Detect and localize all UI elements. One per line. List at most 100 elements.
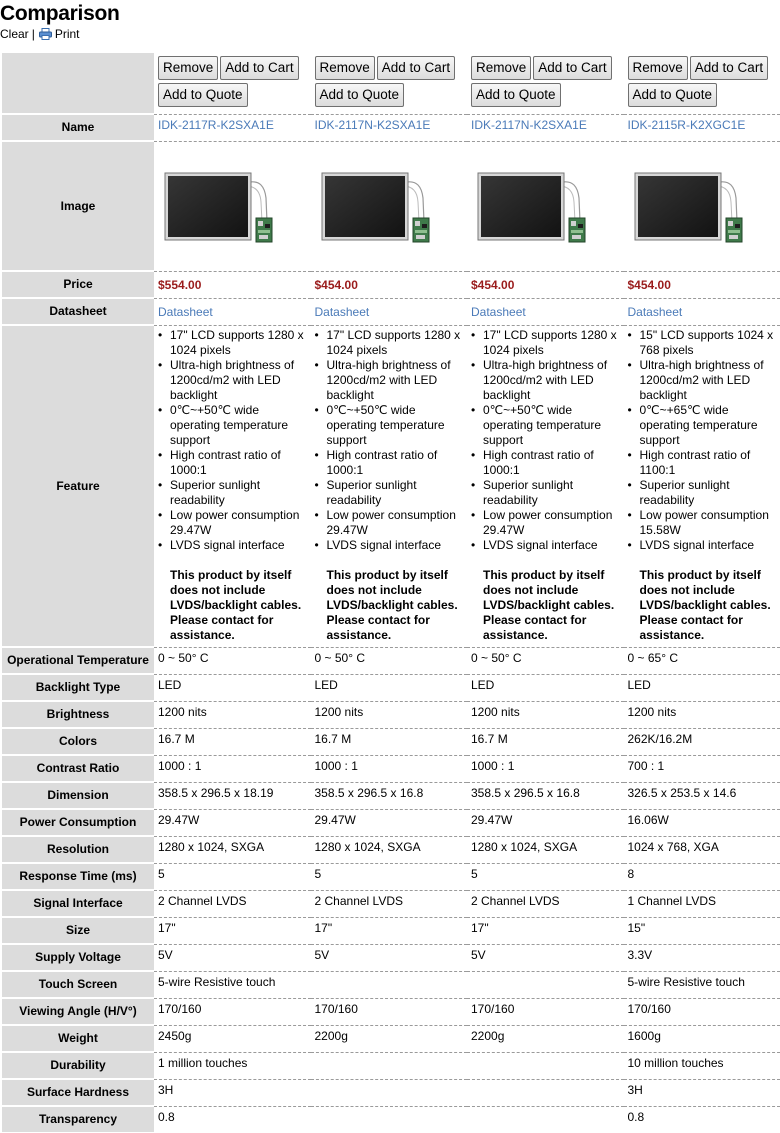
spec-value: 1200 nits [154,701,311,729]
feature-item: LVDS signal interface [156,538,311,553]
feature-item: LVDS signal interface [626,538,780,553]
spec-row-voltage: Supply Voltage 5V 5V 5V 3.3V [2,944,780,972]
product-name-link[interactable]: IDK-2115R-K2XGC1E [627,117,746,132]
spec-value: 29.47W [310,809,467,837]
spec-value: 262K/16.2M [623,728,780,756]
spec-value: 5 [310,863,467,891]
row-label-name: Name [2,114,154,142]
feature-item: 0℃~+50℃ wide operating temperature suppo… [469,403,624,448]
row-label-signal: Signal Interface [2,890,154,918]
product-actions: Remove Add to Cart Add to Quote [467,53,624,115]
spec-value: 8 [623,863,780,891]
add-to-cart-button[interactable]: Add to Cart [376,56,456,80]
feature-item: Ultra-high brightness of 1200cd/m2 with … [156,358,311,403]
remove-button[interactable]: Remove [471,56,532,80]
spec-row-colors: Colors 16.7 M 16.7 M 16.7 M 262K/16.2M [2,728,780,756]
image-cell [623,141,780,272]
clear-link[interactable]: Clear [0,27,29,41]
row-label-touch: Touch Screen [2,971,154,999]
spec-row-viewing: Viewing Angle (H/V°) 170/160 170/160 170/16… [2,998,780,1026]
spec-value: LED [310,674,467,702]
row-label-backlight: Backlight Type [2,674,154,702]
row-label-size: Size [2,917,154,945]
product-name-link[interactable]: IDK-2117R-K2SXA1E [158,117,274,132]
spec-value: 0.8 [623,1106,780,1133]
remove-button[interactable]: Remove [314,56,375,80]
spec-value: 358.5 x 296.5 x 18.19 [154,782,311,810]
image-row: Image [2,141,780,272]
remove-button[interactable]: Remove [158,56,219,80]
feature-item: High contrast ratio of 1000:1 [156,448,311,478]
price-cell: $454.00 [623,271,780,299]
spec-value: 5-wire Resistive touch [154,971,311,999]
feature-row: Feature17" LCD supports 1280 x 1024 pixe… [2,325,780,648]
name-cell: IDK-2117R-K2SXA1E [154,114,311,142]
datasheet-link[interactable]: Datasheet [627,304,683,319]
name-cell: IDK-2117N-K2SXA1E [310,114,467,142]
add-to-quote-button[interactable]: Add to Quote [471,83,561,107]
row-label-power: Power Consumption [2,809,154,837]
spec-value: 16.06W [623,809,780,837]
product-actions: Remove Add to Cart Add to Quote [154,53,311,115]
spec-row-contrast: Contrast Ratio 1000 : 1 1000 : 1 1000 : 1 70… [2,755,780,783]
row-label-datasheet: Datasheet [2,298,154,326]
spec-value: 15" [623,917,780,945]
spec-value: LED [154,674,311,702]
feature-cell: 17" LCD supports 1280 x 1024 pixelsUltra… [310,325,468,648]
spec-value: 2 Channel LVDS [154,890,311,918]
spec-value: 1280 x 1024, SXGA [467,836,624,864]
product-name-link[interactable]: IDK-2117N-K2SXA1E [471,117,587,132]
printer-icon[interactable] [38,28,52,40]
spec-value: 170/160 [623,998,780,1026]
feature-item: 15" LCD supports 1024 x 768 pixels [626,328,780,358]
buttons-row: Remove Add to Cart Add to Quote Remove Add t… [2,53,780,115]
row-label-resolution: Resolution [2,836,154,864]
spec-value: 5-wire Resistive touch [623,971,780,999]
datasheet-link[interactable]: Datasheet [314,304,370,319]
price-cell: $454.00 [467,271,624,299]
comparison-actions: Clear | Print [0,27,80,41]
datasheet-cell: Datasheet [467,298,624,326]
spec-value: 170/160 [467,998,624,1026]
print-link[interactable]: Print [54,27,80,41]
feature-item: Superior sunlight readability [156,478,311,508]
spec-row-dimension: Dimension 358.5 x 296.5 x 18.19 358.5 x 29… [2,782,780,810]
spec-row-durability: Durability 1 million touches 10 million to… [2,1052,780,1080]
feature-item: 0℃~+65℃ wide operating temperature suppo… [626,403,780,448]
product-actions: Remove Add to Cart Add to Quote [310,53,467,115]
add-to-cart-button[interactable]: Add to Cart [689,56,769,80]
feature-item: 0℃~+50℃ wide operating temperature suppo… [313,403,468,448]
spec-value: 0.8 [154,1106,311,1133]
datasheet-link[interactable]: Datasheet [471,304,526,319]
feature-item: Superior sunlight readability [313,478,468,508]
separator: | [31,27,35,41]
add-to-quote-button[interactable]: Add to Quote [158,83,248,107]
remove-button[interactable]: Remove [627,56,688,80]
spec-value: 358.5 x 296.5 x 16.8 [310,782,467,810]
add-to-cart-button[interactable]: Add to Cart [533,56,612,80]
add-to-quote-button[interactable]: Add to Quote [314,83,405,107]
spec-value: 326.5 x 253.5 x 14.6 [623,782,780,810]
feature-item: 0℃~+50℃ wide operating temperature suppo… [156,403,311,448]
datasheet-link[interactable]: Datasheet [158,304,213,319]
feature-item: High contrast ratio of 1000:1 [313,448,468,478]
spec-value: 2450g [154,1025,311,1053]
row-label-op_temp: Operational Temperature [2,647,154,675]
feature-list: 17" LCD supports 1280 x 1024 pixelsUltra… [156,328,311,553]
spec-value: 170/160 [154,998,311,1026]
add-to-cart-button[interactable]: Add to Cart [220,56,299,80]
datasheet-cell: Datasheet [623,298,780,326]
spec-row-resolution: Resolution 1280 x 1024, SXGA 1280 x 1024, … [2,836,780,864]
spec-value: 5 [154,863,311,891]
spec-value: 2 Channel LVDS [310,890,467,918]
feature-cell: 17" LCD supports 1280 x 1024 pixelsUltra… [154,325,311,648]
image-cell [154,141,311,272]
spec-value: LED [467,674,624,702]
row-label-feature: Feature [2,325,154,648]
spec-value: 5 [467,863,624,891]
spec-value: 1280 x 1024, SXGA [154,836,311,864]
product-name-link[interactable]: IDK-2117N-K2SXA1E [314,117,431,132]
add-to-quote-button[interactable]: Add to Quote [627,83,718,107]
feature-item: Low power consumption 15.58W [626,508,780,538]
spec-value: 17" [310,917,467,945]
